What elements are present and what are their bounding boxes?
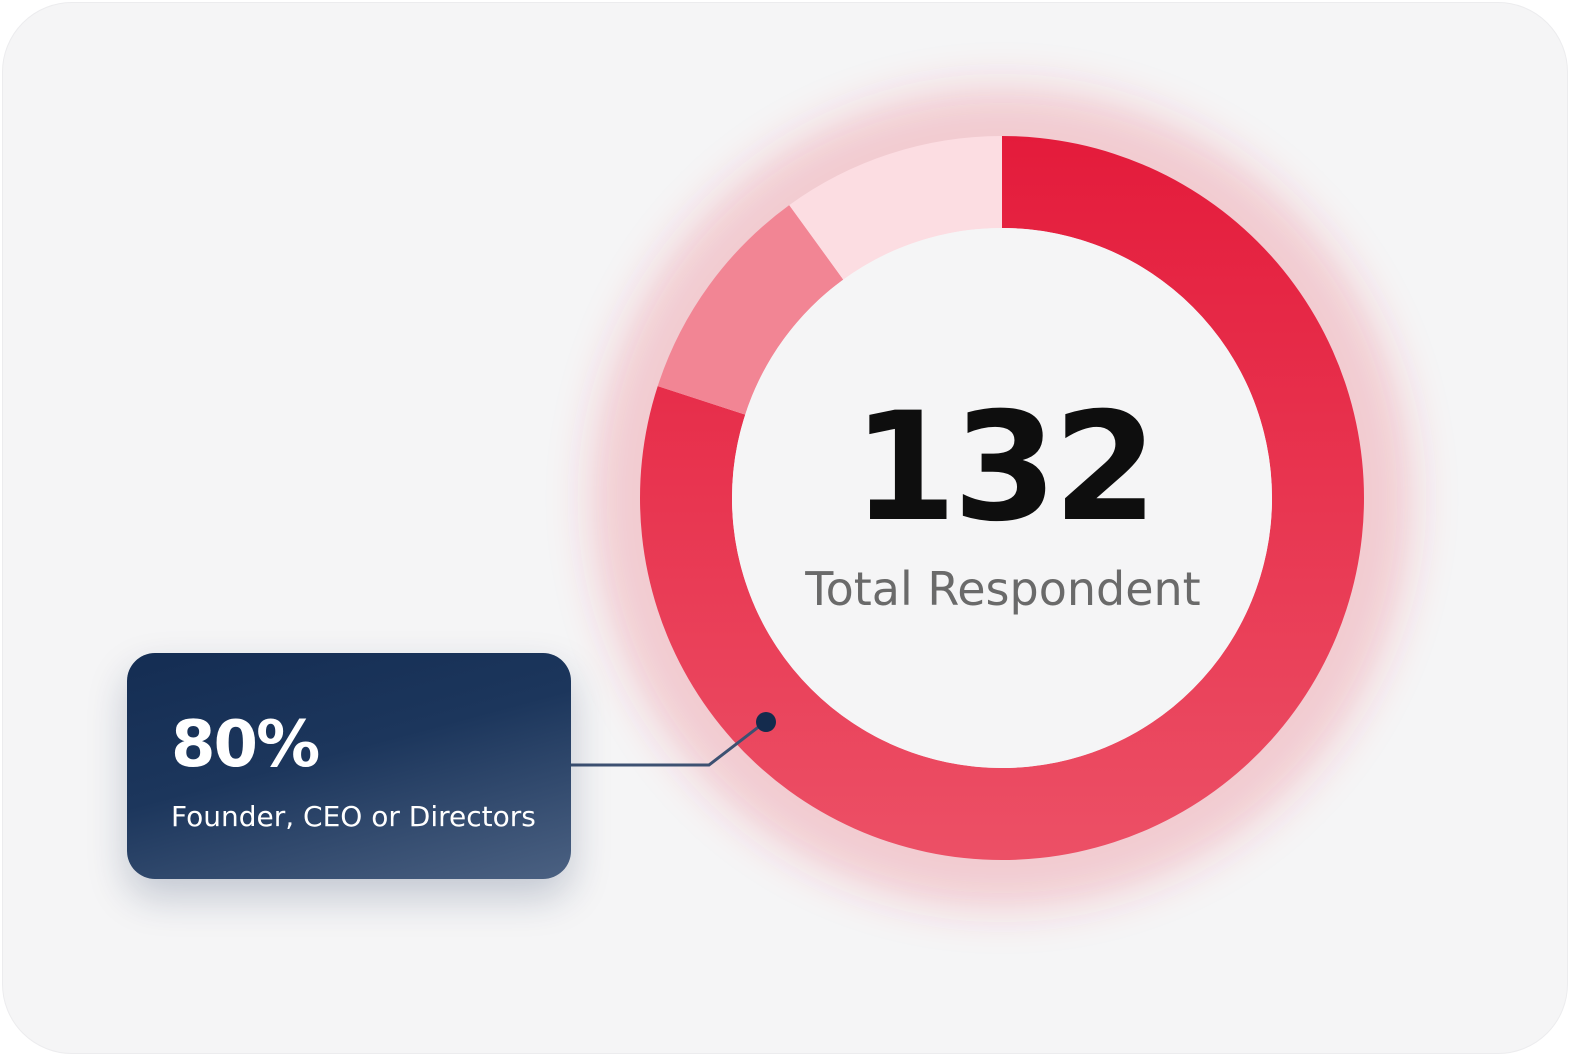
- donut-slice-3: [789, 136, 1002, 280]
- donut-slice-2: [657, 205, 844, 415]
- callout-label: Founder, CEO or Directors: [171, 800, 536, 833]
- donut-hole: [732, 228, 1272, 768]
- callout-connector: [569, 720, 766, 767]
- donut-slices: [640, 136, 1365, 860]
- total-respondent-label: Total Respondent: [805, 562, 1201, 616]
- callout-percentage: 80%: [171, 708, 320, 782]
- callout-marker-dot: [756, 712, 776, 732]
- callout-card: 80% Founder, CEO or Directors: [127, 653, 571, 879]
- donut-chart: [569, 88, 1412, 908]
- total-respondent-value: 132: [852, 381, 1157, 555]
